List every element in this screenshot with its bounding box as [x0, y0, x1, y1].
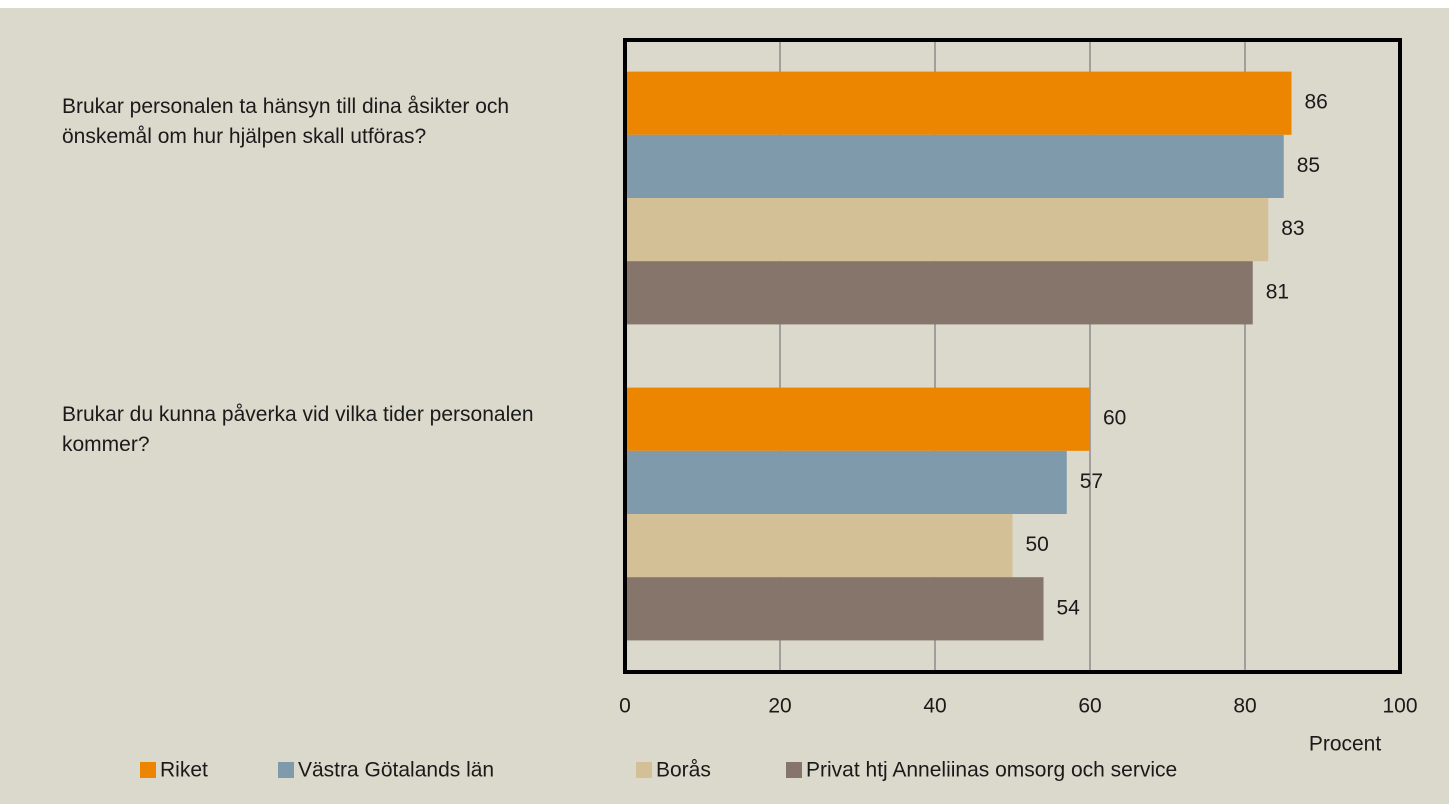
- data-label: 83: [1281, 217, 1304, 240]
- x-tick-label: 0: [619, 695, 631, 718]
- legend-label: Borås: [656, 759, 711, 782]
- legend-swatch: [140, 762, 156, 778]
- x-tick-label: 80: [1233, 695, 1256, 718]
- category-label: Brukar du kunna påverka vid vilka tider …: [62, 403, 534, 456]
- plot-frame: [623, 38, 1402, 674]
- bar: [625, 577, 1044, 641]
- data-label: 86: [1305, 91, 1328, 114]
- legend-label: Västra Götalands län: [298, 759, 494, 782]
- x-tick-label: 40: [923, 695, 946, 718]
- x-tick-label: 100: [1382, 695, 1417, 718]
- legend-label: Riket: [160, 759, 208, 782]
- bar: [625, 198, 1269, 262]
- category-label: Brukar personalen ta hänsyn till dina ås…: [62, 95, 510, 148]
- legend-label: Privat htj Anneliinas omsorg och service: [806, 759, 1177, 782]
- x-tick-label: 60: [1078, 695, 1101, 718]
- legend-swatch: [786, 762, 802, 778]
- x-tick-label: 20: [768, 695, 791, 718]
- data-label: 81: [1266, 280, 1289, 303]
- data-label: 85: [1297, 154, 1320, 177]
- legend-swatch: [278, 762, 294, 778]
- bar: [625, 261, 1253, 325]
- legend-swatch: [636, 762, 652, 778]
- data-label: 50: [1026, 533, 1049, 556]
- data-label: 54: [1057, 596, 1081, 619]
- bar: [625, 450, 1067, 514]
- bar: [625, 514, 1013, 578]
- data-label: 57: [1080, 470, 1103, 493]
- page: 0 20 40 60 80 100 Procent 86 85 83 81 60 57 50 54 Riket…: [0, 8, 1449, 804]
- data-label: 60: [1103, 407, 1126, 430]
- bar: [625, 134, 1284, 198]
- bar: [625, 387, 1090, 451]
- bar: [625, 71, 1292, 135]
- x-axis-label: Procent: [1309, 733, 1382, 756]
